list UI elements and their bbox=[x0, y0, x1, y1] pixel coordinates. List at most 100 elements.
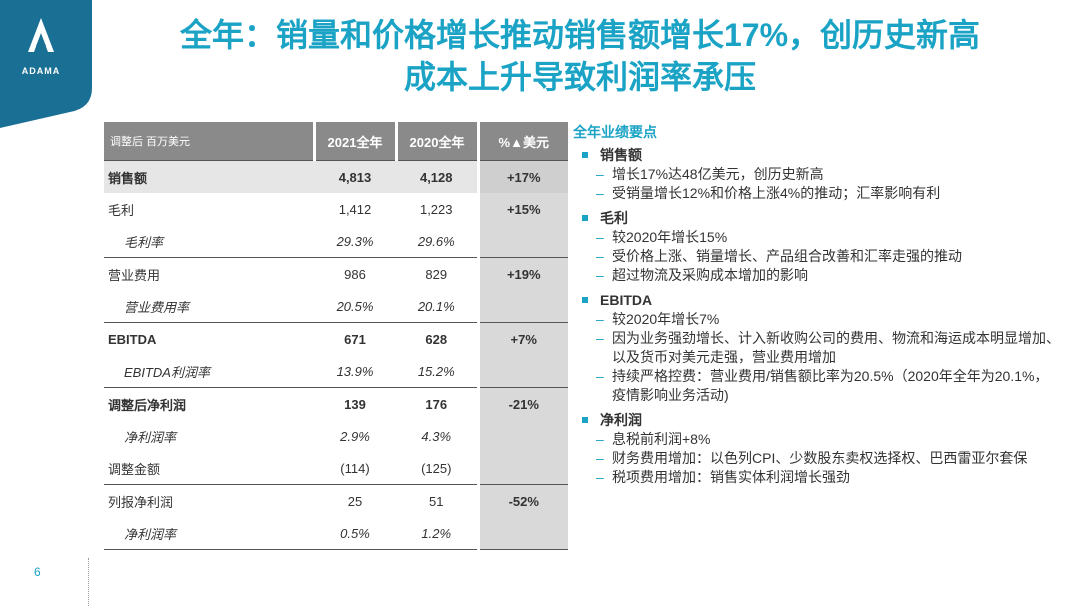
row-label: EBITDA利润率 bbox=[124, 364, 210, 380]
value-pct: +17% bbox=[476, 160, 568, 193]
value-pct bbox=[476, 517, 568, 550]
list-item: – 较2020年增长7% bbox=[596, 311, 720, 327]
dash-icon: – bbox=[596, 229, 604, 245]
slide-title: 全年：销量和价格增长推动销售额增长17%，创历史新高 成本上升导致利润率承压 bbox=[100, 14, 1060, 98]
table-row: EBITDA利润率 13.9% 15.2% bbox=[104, 355, 568, 388]
dash-icon: – bbox=[596, 469, 604, 485]
value-2021: 671 bbox=[314, 322, 396, 355]
value-2021: 13.9% bbox=[336, 363, 374, 379]
square-bullet-icon bbox=[582, 152, 588, 158]
list-item: – 超过物流及采购成本增加的影响 bbox=[596, 267, 808, 283]
row-label: 营业费用 bbox=[104, 257, 314, 290]
square-bullet-icon bbox=[582, 417, 588, 423]
value-2020: (125) bbox=[421, 460, 452, 476]
value-2021: 0.5% bbox=[314, 517, 396, 550]
adama-logo: ADAMA bbox=[0, 0, 92, 128]
dash-icon: – bbox=[596, 166, 604, 182]
value-pct: +15% bbox=[476, 193, 568, 225]
value-2020: 4,128 bbox=[396, 160, 478, 193]
value-pct bbox=[476, 225, 568, 258]
value-pct: -21% bbox=[476, 387, 568, 420]
header-pct: %▲美元 bbox=[476, 122, 568, 161]
value-2021: 139 bbox=[314, 387, 396, 420]
list-item: – 税项费用增加：销售实体利润增长强劲 bbox=[596, 469, 850, 485]
value-pct bbox=[476, 452, 568, 485]
dash-icon: – bbox=[596, 248, 604, 264]
dash-icon: – bbox=[596, 311, 604, 327]
value-pct: +19% bbox=[476, 257, 568, 290]
dash-icon: – bbox=[596, 185, 604, 201]
list-item: – 受价格上涨、销量增长、产品组合改善和汇率走强的推动 bbox=[596, 248, 962, 264]
list-item: – 较2020年增长15% bbox=[596, 229, 728, 245]
row-label: 营业费用率 bbox=[124, 299, 190, 315]
highlight-section-ebitda: EBITDA – 较2020年增长7% – 因为业务强劲增长、计入新收购公司的费用、… bbox=[580, 291, 1060, 405]
title-line-2: 成本上升导致利润率承压 bbox=[403, 59, 756, 95]
value-pct: -52% bbox=[476, 484, 568, 517]
table-row: 营业费用率 20.5% 20.1% bbox=[104, 290, 568, 323]
dash-icon: – bbox=[596, 368, 604, 384]
section-heading: 销售额 bbox=[600, 147, 642, 163]
value-2020: 4.3% bbox=[421, 428, 452, 444]
table-row: 净利润率 0.5% 1.2% bbox=[104, 517, 568, 550]
row-label: 毛利率 bbox=[124, 234, 164, 250]
dash-icon: – bbox=[596, 450, 604, 466]
row-label: 销售额 bbox=[104, 160, 314, 193]
value-2020: 628 bbox=[396, 322, 478, 355]
highlights-panel: 销售额 – 增长17%达48亿美元，创历史新高 – 受销量增长12%和价格上涨4%的… bbox=[580, 146, 1060, 493]
value-pct: +7% bbox=[476, 322, 568, 355]
value-2020: 51 bbox=[396, 484, 478, 517]
row-label: 调整金额 bbox=[108, 461, 161, 477]
dash-icon: – bbox=[596, 330, 604, 346]
section-heading: 净利润 bbox=[600, 412, 642, 428]
table-row: EBITDA 671 628 +7% bbox=[104, 322, 568, 355]
value-2021: 20.5% bbox=[336, 298, 374, 314]
section-heading: 毛利 bbox=[600, 210, 628, 226]
list-item: – 持续严格控费：营业费用/销售额比率为20.5%（2020年全年为20.1%，疫… bbox=[596, 368, 1049, 403]
header-unit: 调整后 百万美元 bbox=[104, 122, 314, 161]
table-row: 列报净利润 25 51 -52% bbox=[104, 484, 568, 517]
value-2021: 2.9% bbox=[340, 428, 370, 444]
square-bullet-icon bbox=[582, 297, 588, 303]
value-pct bbox=[476, 420, 568, 452]
value-pct bbox=[476, 355, 568, 388]
logo-text: ADAMA bbox=[21, 66, 61, 76]
highlights-title: 全年业绩要点 bbox=[573, 124, 657, 140]
value-2020: 15.2% bbox=[417, 363, 455, 379]
square-bullet-icon bbox=[582, 215, 588, 221]
value-2021: 29.3% bbox=[336, 233, 374, 249]
title-line-1: 全年：销量和价格增长推动销售额增长17%，创历史新高 bbox=[179, 17, 981, 53]
dash-icon: – bbox=[596, 267, 604, 283]
list-item: – 受销量增长12%和价格上涨4%的推动；汇率影响有利 bbox=[596, 185, 941, 201]
value-2020: 20.1% bbox=[417, 298, 455, 314]
value-2020: 176 bbox=[396, 387, 478, 420]
value-pct bbox=[476, 290, 568, 323]
row-label: 净利润率 bbox=[104, 517, 314, 550]
financial-table: 调整后 百万美元 2021全年 2020全年 %▲美元 销售额 4,813 4,… bbox=[104, 122, 568, 550]
dash-icon: – bbox=[596, 431, 604, 447]
list-item: – 增长17%达48亿美元，创历史新高 bbox=[596, 166, 824, 182]
table-row: 毛利率 29.3% 29.6% bbox=[104, 225, 568, 258]
table-row: 调整后净利润 139 176 -21% bbox=[104, 387, 568, 420]
table-row: 净利润率 2.9% 4.3% bbox=[104, 420, 568, 452]
table-row: 毛利 1,412 1,223 +15% bbox=[104, 193, 568, 225]
value-2021: 25 bbox=[314, 484, 396, 517]
row-label: EBITDA bbox=[104, 322, 314, 355]
value-2020: 29.6% bbox=[417, 233, 455, 249]
table-row: 调整金额 (114) (125) bbox=[104, 452, 568, 485]
table-row: 销售额 4,813 4,128 +17% bbox=[104, 160, 568, 193]
header-2020: 2020全年 bbox=[394, 122, 478, 161]
row-label: 调整后净利润 bbox=[104, 387, 314, 420]
table-header-row: 调整后 百万美元 2021全年 2020全年 %▲美元 bbox=[104, 122, 568, 161]
row-label: 净利润率 bbox=[124, 429, 177, 445]
value-2021: (114) bbox=[340, 460, 370, 476]
highlight-section-gross-profit: 毛利 – 较2020年增长15% – 受价格上涨、销量增长、产品组合改善和汇率走强的… bbox=[580, 209, 1060, 285]
value-2020: 1,223 bbox=[419, 201, 453, 217]
value-2020: 829 bbox=[396, 257, 478, 290]
table-row: 营业费用 986 829 +19% bbox=[104, 257, 568, 290]
row-label: 毛利 bbox=[108, 202, 135, 218]
row-label: 列报净利润 bbox=[104, 484, 314, 517]
header-2021: 2021全年 bbox=[312, 122, 396, 161]
highlight-section-sales: 销售额 – 增长17%达48亿美元，创历史新高 – 受销量增长12%和价格上涨4%的… bbox=[580, 146, 1060, 203]
page-number: 6 bbox=[34, 565, 41, 579]
section-heading: EBITDA bbox=[600, 292, 653, 308]
